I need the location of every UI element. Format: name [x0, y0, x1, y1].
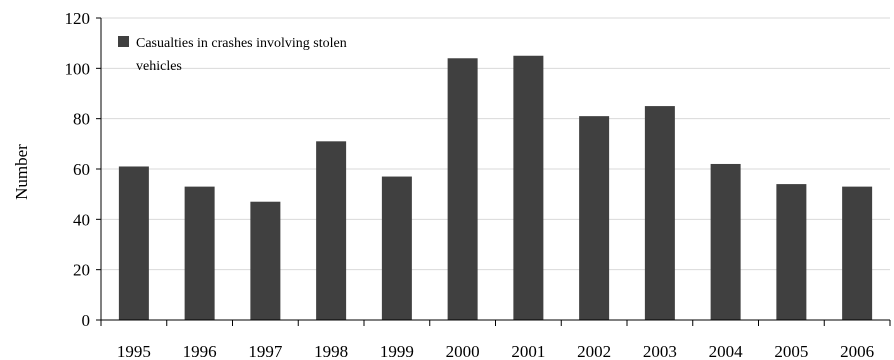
x-tick-label: 2002 [577, 342, 611, 360]
gridlines [101, 17, 890, 271]
x-tick-label: 2000 [446, 342, 480, 360]
bar-1995 [118, 166, 149, 320]
x-tick-label: 2006 [840, 342, 874, 360]
legend-swatch [118, 36, 129, 47]
axes [96, 17, 891, 326]
x-tick-label: 2001 [511, 342, 545, 360]
legend-label-line-1: Casualties in crashes involving stolen [136, 36, 347, 51]
x-tick-labels: 1995 1996 1997 1998 1999 2000 2001 2002 2003 2004… [117, 342, 874, 360]
x-tick-label: 1999 [380, 342, 414, 360]
y-tick-labels: 0 20 40 60 80 100 120 [65, 9, 91, 330]
bar-1996 [184, 186, 215, 320]
x-tick-label: 2005 [774, 342, 808, 360]
x-tick-label: 2004 [709, 342, 744, 360]
bar-2005 [776, 184, 807, 320]
bar-2004 [710, 163, 741, 320]
bar-2006 [842, 186, 873, 320]
bar-2001 [513, 55, 544, 320]
legend-label-line-2: vehicles [136, 59, 182, 74]
bars [118, 55, 873, 321]
y-axis-title: Number [12, 144, 31, 200]
y-tick-label: 0 [82, 311, 91, 330]
y-tick-label: 80 [73, 110, 90, 129]
y-tick-label: 100 [65, 59, 91, 78]
x-tick-label: 1997 [248, 342, 283, 360]
bar-1998 [316, 141, 347, 320]
x-tick-label: 1998 [314, 342, 348, 360]
y-tick-label: 60 [73, 160, 90, 179]
bar-1999 [381, 176, 412, 320]
x-tick-label: 2003 [643, 342, 677, 360]
bar-2002 [579, 116, 610, 321]
x-tick-label: 1996 [183, 342, 217, 360]
x-tick-label: 1995 [117, 342, 151, 360]
y-tick-label: 20 [73, 261, 90, 280]
y-tick-label: 40 [73, 210, 90, 229]
bar-2000 [447, 58, 478, 321]
bar-1997 [250, 201, 281, 320]
bar-2003 [644, 106, 675, 320]
y-tick-label: 120 [65, 9, 91, 28]
legend: Casualties in crashes involving stolen v… [118, 36, 347, 74]
